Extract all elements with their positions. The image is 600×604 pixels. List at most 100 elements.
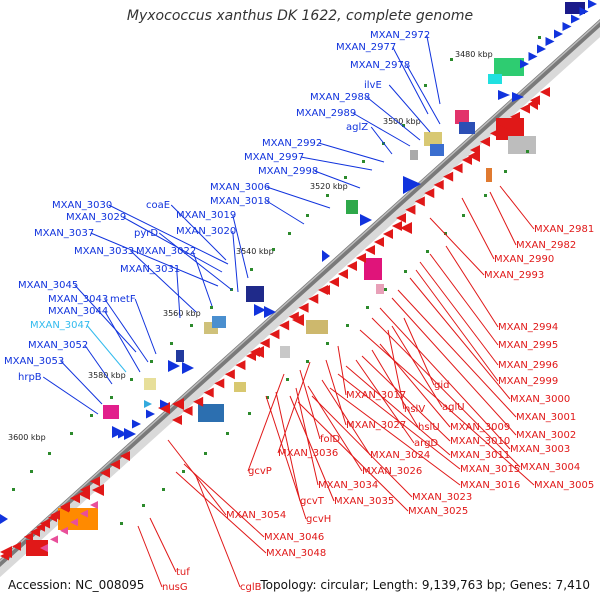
gene-label[interactable]: MXAN_2995 <box>498 340 558 351</box>
backbone-shadow <box>0 20 600 578</box>
gene-label[interactable]: MXAN_3034 <box>318 480 378 491</box>
gene-label[interactable]: aglZ <box>346 122 368 133</box>
gene-label[interactable]: MXAN_2994 <box>498 322 558 333</box>
minor-gene-dot <box>286 378 289 381</box>
gene-label[interactable]: MXAN_3036 <box>278 448 338 459</box>
gene-label[interactable]: folD <box>320 434 340 445</box>
gene-label[interactable]: MXAN_3010 <box>450 436 510 447</box>
gene-label[interactable]: MXAN_3002 <box>516 430 576 441</box>
gene-label[interactable]: MXAN_2997 <box>244 152 304 163</box>
gene-label[interactable]: gcvP <box>248 466 272 477</box>
gene-block <box>494 58 524 76</box>
gene-label[interactable]: tuf <box>176 567 190 578</box>
gene-label[interactable]: MXAN_3018 <box>210 196 270 207</box>
gene-label[interactable]: MXAN_2972 <box>370 30 430 41</box>
gene-label[interactable]: MXAN_3044 <box>48 306 108 317</box>
gene-label[interactable]: MXAN_3027 <box>346 420 406 431</box>
gene-label[interactable]: MXAN_3053 <box>4 356 64 367</box>
gene-label[interactable]: MXAN_3035 <box>334 496 394 507</box>
gene-label[interactable]: MXAN_3024 <box>370 450 430 461</box>
minor-gene-dot <box>526 150 529 153</box>
gene-label[interactable]: MXAN_2978 <box>350 60 410 71</box>
gene-label[interactable]: MXAN_3006 <box>210 182 270 193</box>
label-leader-line <box>370 126 393 155</box>
gene-label[interactable]: MXAN_3031 <box>120 264 180 275</box>
gene-label[interactable]: hslU <box>418 422 440 433</box>
gene-label[interactable]: MXAN_3052 <box>28 340 88 351</box>
gene-label[interactable]: MXAN_3015 <box>460 464 520 475</box>
minor-gene-dot <box>170 342 173 345</box>
gene-label[interactable]: MXAN_3000 <box>510 394 570 405</box>
gene-label[interactable]: hslV <box>404 404 425 415</box>
gene-label[interactable]: MXAN_2981 <box>534 224 594 235</box>
label-leader-line <box>371 317 521 468</box>
gene-label[interactable]: MXAN_3045 <box>18 280 78 291</box>
genome-summary: Topology: circular; Length: 9,139,763 bp… <box>260 578 590 592</box>
gene-label[interactable]: MXAN_2990 <box>494 254 554 265</box>
gene-label[interactable]: MXAN_3030 <box>52 200 112 211</box>
gene-label[interactable]: MXAN_3029 <box>66 212 126 223</box>
gene-label[interactable]: MXAN_3004 <box>520 462 580 473</box>
gene-label[interactable]: MXAN_2993 <box>484 270 544 281</box>
minor-gene-dot <box>326 194 329 197</box>
label-leader-line <box>359 329 535 486</box>
gene-label[interactable]: MXAN_3033 <box>74 246 134 257</box>
gene-label[interactable]: MXAN_3001 <box>516 412 576 423</box>
gene-label[interactable]: cglB <box>240 582 262 593</box>
gene-label[interactable]: gid <box>434 380 449 391</box>
gene-label[interactable]: MXAN_2998 <box>258 166 318 177</box>
gene-label[interactable]: MXAN_2988 <box>310 92 370 103</box>
gene-label[interactable]: hrpB <box>18 372 42 383</box>
gene-label[interactable]: MXAN_2992 <box>262 138 322 149</box>
gene-label[interactable]: gcvT <box>300 496 325 507</box>
gene-arrow <box>172 398 184 410</box>
gene-label[interactable]: MXAN_3048 <box>266 548 326 559</box>
gene-label[interactable]: MXAN_3020 <box>176 226 236 237</box>
gene-label[interactable]: MXAN_3011 <box>450 450 510 461</box>
gene-label[interactable]: MXAN_2989 <box>296 108 356 119</box>
gene-label[interactable]: coaE <box>146 200 170 211</box>
gene-label[interactable]: MXAN_3023 <box>412 492 472 503</box>
gene-label[interactable]: MXAN_3019 <box>176 210 236 221</box>
minor-gene-dot <box>366 306 369 309</box>
gene-label[interactable]: MXAN_2982 <box>516 240 576 251</box>
gene-label[interactable]: gcvH <box>306 514 331 525</box>
gene-label[interactable]: MXAN_2996 <box>498 360 558 371</box>
label-leader-line <box>314 170 361 189</box>
gene-label[interactable]: MXAN_3009 <box>450 422 510 433</box>
gene-label[interactable]: MXAN_2977 <box>336 42 396 53</box>
gene-label[interactable]: MXAN_3054 <box>226 510 286 521</box>
label-leader-line <box>232 230 239 293</box>
gene-label[interactable]: MXAN_3047 <box>30 320 90 331</box>
gene-arrow <box>118 429 127 439</box>
gene-label[interactable]: MXAN_3003 <box>510 444 570 455</box>
gene-arrow <box>40 544 48 552</box>
gene-block <box>364 258 382 280</box>
gene-label[interactable]: ilvE <box>364 80 382 91</box>
label-leader-line <box>300 156 373 171</box>
gene-arrow <box>433 179 444 190</box>
gene-label[interactable]: metF <box>110 294 136 305</box>
label-leader-line <box>403 317 435 386</box>
gene-label[interactable]: MXAN_3016 <box>460 480 520 491</box>
label-leader-line <box>379 307 511 450</box>
gene-label[interactable]: aglU <box>442 402 465 413</box>
label-leader-line <box>275 391 301 502</box>
gene-label[interactable]: pyrD <box>134 228 158 239</box>
minor-gene-dot <box>210 306 213 309</box>
gene-label[interactable]: MXAN_3046 <box>264 532 324 543</box>
gene-label[interactable]: argD <box>414 438 438 449</box>
gene-label[interactable]: MXAN_3025 <box>408 506 468 517</box>
gene-label[interactable]: MXAN_3043 <box>48 294 108 305</box>
gene-label[interactable]: MXAN_3005 <box>534 480 594 491</box>
minor-gene-dot <box>444 232 447 235</box>
gene-label[interactable]: MXAN_2999 <box>498 376 558 387</box>
gene-label[interactable]: nusG <box>162 582 188 593</box>
gene-block <box>486 168 492 182</box>
gene-label[interactable]: MXAN_3017 <box>346 390 406 401</box>
gene-label[interactable]: MXAN_3022 <box>136 246 196 257</box>
gene-label[interactable]: MXAN_3026 <box>362 466 422 477</box>
gene-label[interactable]: MXAN_3037 <box>34 228 94 239</box>
minor-gene-dot <box>12 488 15 491</box>
label-leader-line <box>345 365 451 456</box>
